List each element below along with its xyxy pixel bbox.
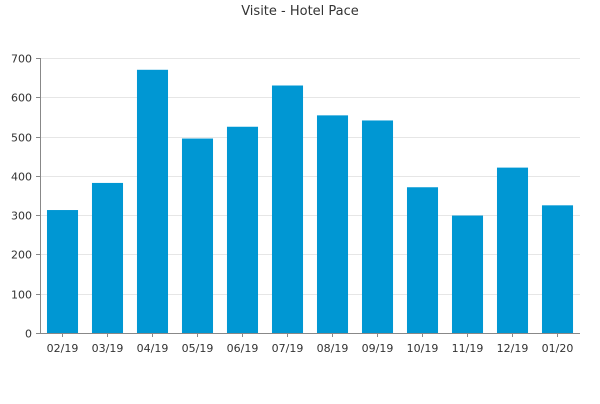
bar-07-19[interactable]	[271, 85, 304, 334]
bar-12-19[interactable]	[496, 167, 529, 333]
y-tick-label: 100	[11, 289, 32, 302]
bars	[46, 69, 574, 334]
chart-title: Visite - Hotel Pace	[241, 4, 359, 19]
y-tick-labels: 0 100 200 300 400 500 600 700	[11, 53, 32, 341]
x-tick-label: 07/19	[272, 342, 304, 355]
bar-11-19[interactable]	[451, 215, 484, 333]
bar-10-19[interactable]	[406, 187, 439, 333]
x-tick-label: 12/19	[497, 342, 529, 355]
x-tick-labels: 02/19 03/19 04/19 05/19 06/19 07/19 08/19 09/19…	[47, 342, 574, 355]
x-tick-label: 04/19	[137, 342, 169, 355]
bar-05-19[interactable]	[181, 138, 214, 333]
bar-01-20[interactable]	[541, 205, 574, 333]
axes	[36, 58, 580, 337]
x-tick-label: 08/19	[317, 342, 349, 355]
y-tick-label: 500	[11, 132, 32, 145]
x-tick-label: 01/20	[542, 342, 574, 355]
x-tick-label: 03/19	[92, 342, 124, 355]
x-tick-label: 06/19	[227, 342, 259, 355]
y-tick-label: 600	[11, 92, 32, 105]
bar-03-19[interactable]	[91, 182, 124, 333]
grid-lines	[40, 58, 580, 295]
x-tick-label: 09/19	[362, 342, 394, 355]
y-tick-label: 700	[11, 53, 32, 66]
y-tick-label: 0	[25, 328, 32, 341]
y-tick-label: 200	[11, 249, 32, 262]
bar-02-19[interactable]	[46, 210, 79, 333]
bar-04-19[interactable]	[136, 69, 169, 333]
y-tick-label: 400	[11, 171, 32, 184]
x-tick-label: 10/19	[407, 342, 439, 355]
x-tick-label: 05/19	[182, 342, 214, 355]
bar-08-19[interactable]	[316, 115, 349, 333]
bar-06-19[interactable]	[226, 126, 259, 333]
y-tick-label: 300	[11, 210, 32, 223]
x-tick-label: 11/19	[452, 342, 484, 355]
x-tick-label: 02/19	[47, 342, 79, 355]
bar-09-19[interactable]	[361, 120, 394, 334]
